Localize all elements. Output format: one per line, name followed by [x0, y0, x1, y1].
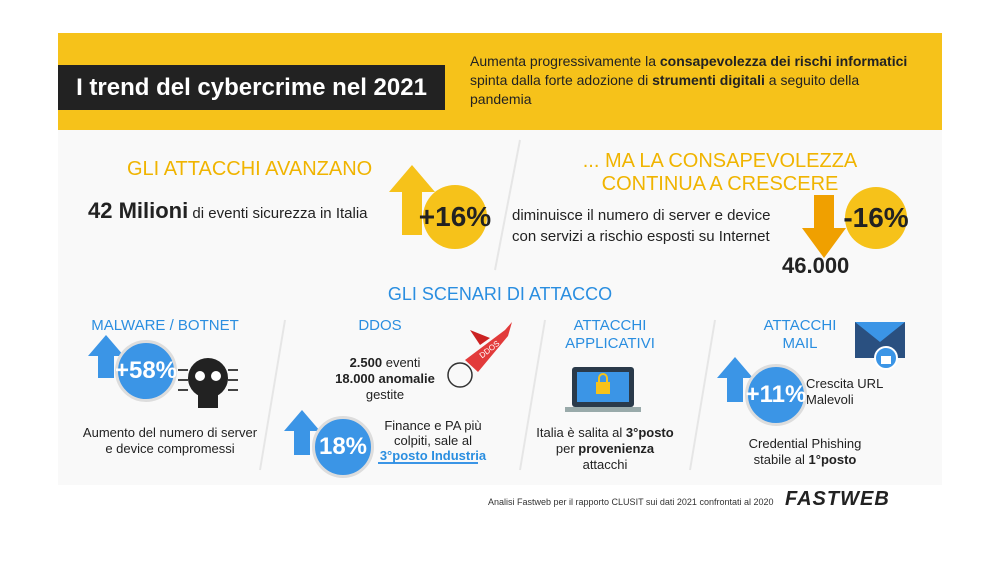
logo: FASTWEB — [785, 488, 890, 510]
skull-icon — [178, 358, 238, 408]
text-run: diminuisce il numero di server e device … — [512, 207, 771, 245]
text-run: consapevolezza dei rischi informatici — [659, 53, 908, 69]
text-run: 3°posto Industria — [379, 448, 487, 463]
text-run: di eventi sicurezza in Italia — [188, 205, 368, 222]
body-bg — [58, 130, 942, 485]
badge: +16% — [419, 185, 491, 249]
section-title: GLI SCENARI DI ATTACCO — [387, 284, 613, 304]
text: Crescita URL Malevoli — [806, 376, 891, 408]
divider — [519, 319, 546, 471]
text-run: Italia è salita al — [536, 425, 626, 440]
badge: +58% — [115, 340, 177, 402]
arrow-up — [717, 357, 753, 402]
jet-icon — [447, 322, 512, 388]
text: Aumento del numero di server e device co… — [80, 425, 260, 457]
text-run: strumenti digitali — [652, 72, 765, 88]
laptop-icon — [565, 367, 641, 412]
text-run: Finance e PA più colpiti, sale al — [384, 418, 482, 448]
text-run: 3°posto — [625, 425, 674, 440]
text-run: eventi — [382, 355, 421, 370]
text-run: gestite — [365, 387, 405, 402]
subtitle: Aumenta progressivamente la consapevolez… — [470, 52, 910, 109]
text: 42 Milioni di eventi sicurezza in Italia — [88, 198, 368, 224]
footnote: Analisi Fastweb per il rapporto CLUSIT s… — [488, 497, 774, 507]
text: Finance e PA più colpiti, sale al 3°post… — [378, 418, 488, 463]
text-run: Crescita URL Malevoli — [806, 376, 883, 407]
heading: GLI ATTACCHI AVANZANO — [127, 158, 373, 180]
text-run: provenienza — [578, 441, 655, 456]
divider — [689, 319, 716, 471]
text: diminuisce il numero di server e device … — [512, 205, 797, 247]
divider — [259, 319, 286, 471]
text-run: Credential Phishing stabile al — [748, 436, 862, 467]
mail-icon — [855, 322, 905, 370]
heading: MALWARE / BOTNET — [91, 317, 239, 334]
text: Italia è salita al 3°posto per provenien… — [535, 425, 675, 473]
arrow-up — [284, 410, 320, 455]
text-run: a seguito della pandemia — [470, 72, 860, 107]
heading: ATTACCHI APPLICATIVI — [565, 317, 655, 352]
divider — [494, 139, 521, 271]
text-run: attacchi — [582, 457, 628, 472]
badge: 18% — [312, 416, 374, 478]
text: 2.500 eventi 18.000 anomalie gestite — [330, 355, 440, 403]
arrow-up — [88, 335, 124, 378]
text-run: 2.500 — [349, 355, 383, 370]
text: Credential Phishing stabile al 1°posto — [740, 436, 870, 468]
text-run: spinta dalla forte adozione di — [470, 72, 653, 88]
badge: -16% — [843, 187, 909, 249]
text-run: 42 Milioni — [88, 198, 189, 223]
text-run: 1°posto — [808, 452, 857, 467]
badge: +11% — [745, 364, 807, 426]
heading: DDOS — [358, 317, 402, 334]
figure: 46.000 — [782, 253, 850, 278]
arrow-up — [389, 165, 435, 235]
arrow-down — [802, 195, 846, 258]
text-run: Aumento del numero di server e device co… — [82, 425, 258, 456]
heading: ATTACCHI MAIL — [763, 317, 837, 352]
text-run: 18.000 anomalie — [335, 371, 435, 386]
text-run: Aumenta progressivamente la — [470, 53, 660, 69]
text-run: per — [555, 441, 579, 456]
heading: ... MA LA CONSAPEVOLEZZA CONTINUA A CRES… — [582, 150, 858, 195]
title: I trend del cybercrime nel 2021 — [58, 65, 445, 110]
